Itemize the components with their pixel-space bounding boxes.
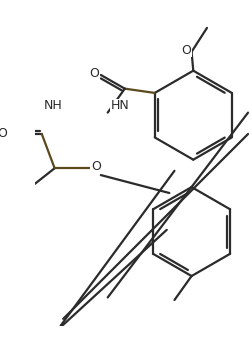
- Text: O: O: [89, 67, 99, 80]
- Text: O: O: [0, 127, 7, 140]
- Text: NH: NH: [44, 99, 62, 112]
- Text: HN: HN: [110, 99, 129, 112]
- Text: O: O: [91, 160, 101, 173]
- Text: O: O: [181, 44, 191, 57]
